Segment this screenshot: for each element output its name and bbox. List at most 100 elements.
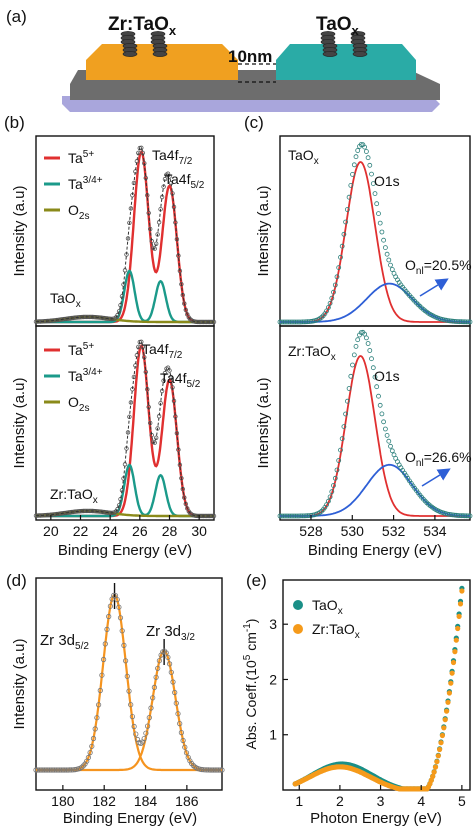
data-point bbox=[82, 761, 88, 767]
data-point bbox=[200, 767, 206, 773]
data-point bbox=[97, 687, 103, 694]
panel-b-bottom-plot bbox=[33, 339, 217, 519]
abs-point-zr-taox bbox=[444, 708, 450, 714]
abs-point-zr-taox bbox=[428, 777, 434, 784]
data-point bbox=[116, 604, 122, 610]
o1s-component-nonlattice bbox=[280, 463, 470, 517]
data-point bbox=[374, 384, 380, 390]
data-point bbox=[282, 319, 288, 325]
data-point bbox=[382, 426, 388, 432]
data-point bbox=[465, 513, 471, 519]
electrode-pad bbox=[122, 43, 138, 57]
electrode-pad bbox=[350, 31, 366, 45]
data-point bbox=[114, 596, 120, 603]
taox-film-top bbox=[276, 44, 416, 60]
panel-b-top-y-axis-label: Intensity (a.u) bbox=[11, 186, 28, 277]
panel-e-legend: TaOx Zr:TaOx bbox=[293, 597, 360, 641]
zr-taox-film bbox=[86, 60, 238, 80]
data-point bbox=[153, 674, 159, 680]
peak-label-ta4f52-bottom: Ta4f5/2 bbox=[160, 370, 201, 390]
data-point bbox=[450, 512, 456, 518]
panel-d-letter: (d) bbox=[6, 571, 27, 590]
legend-o2s-bottom: O2s bbox=[68, 394, 89, 414]
data-point bbox=[190, 762, 196, 769]
data-point bbox=[348, 373, 354, 379]
panel-b-letter: (b) bbox=[4, 113, 25, 132]
abs-point-zr-taox bbox=[438, 740, 444, 746]
data-point bbox=[441, 317, 447, 323]
data-point bbox=[170, 679, 176, 685]
data-point bbox=[277, 513, 283, 519]
data-point bbox=[381, 237, 387, 243]
data-point bbox=[111, 592, 117, 599]
data-point bbox=[306, 319, 312, 325]
data-point bbox=[455, 513, 461, 518]
data-point bbox=[35, 513, 40, 518]
abs-point-zr-taox bbox=[435, 753, 441, 759]
data-point bbox=[379, 411, 385, 417]
data-point bbox=[348, 182, 354, 188]
data-point bbox=[167, 368, 172, 373]
panel-d-frame bbox=[35, 577, 223, 791]
panel-b: (b) 20 22 24 26 28 30 Binding Energy (eV) Int… bbox=[4, 113, 217, 559]
data-point bbox=[199, 766, 205, 773]
data-point bbox=[365, 341, 371, 346]
data-point bbox=[453, 512, 459, 518]
data-point bbox=[62, 767, 68, 773]
data-point bbox=[210, 319, 215, 325]
data-point bbox=[205, 513, 211, 519]
data-point bbox=[50, 767, 56, 773]
data-point bbox=[298, 513, 304, 519]
x-tick-label: 22 bbox=[73, 523, 89, 539]
data-point bbox=[53, 767, 59, 773]
data-point bbox=[107, 603, 114, 609]
data-point bbox=[172, 689, 178, 696]
data-point bbox=[351, 162, 357, 168]
data-point bbox=[104, 626, 110, 633]
abs-point-zr-taox bbox=[446, 690, 452, 696]
data-point bbox=[458, 513, 464, 519]
data-point bbox=[452, 318, 457, 324]
x-tick-label: 2 bbox=[336, 793, 344, 809]
data-point bbox=[115, 312, 120, 318]
data-point bbox=[281, 513, 286, 519]
data-point bbox=[296, 319, 302, 325]
peak-label-ta4f52-top: Ta4f5/2 bbox=[164, 171, 205, 191]
data-point bbox=[36, 767, 43, 773]
y-tick-label: 3 bbox=[269, 616, 277, 632]
data-point bbox=[58, 767, 65, 773]
abs-point-zr-taox bbox=[449, 670, 455, 676]
peak-label-ta4f72-bottom: Ta4f7/2 bbox=[142, 341, 183, 361]
panel-c: (c) 528 530 532 534 Binding Energy (eV) Int… bbox=[244, 113, 473, 559]
data-point bbox=[43, 767, 49, 773]
data-point bbox=[179, 476, 184, 481]
data-point bbox=[55, 767, 61, 773]
left-film-label: Zr:TaOx bbox=[108, 14, 177, 38]
legend-marker-zr-taox bbox=[293, 624, 303, 634]
data-point bbox=[102, 641, 108, 647]
panel-a: (a) 10nm Zr:TaOx TaOx bbox=[6, 7, 440, 112]
data-point bbox=[63, 767, 70, 773]
data-point bbox=[68, 767, 75, 773]
panel-e-y-axis-label: Abs. Coeff.(105 cm-1) bbox=[242, 619, 259, 750]
data-point bbox=[156, 658, 162, 664]
data-point bbox=[35, 319, 40, 324]
data-point bbox=[99, 672, 105, 678]
data-point bbox=[329, 489, 335, 495]
data-point bbox=[183, 750, 190, 756]
data-point bbox=[369, 356, 374, 362]
abs-point-zr-taox bbox=[432, 764, 439, 770]
data-point bbox=[210, 513, 215, 519]
onl-label-top: Onl=20.5% bbox=[405, 257, 472, 277]
data-point bbox=[344, 207, 350, 212]
panel-c-x-axis-label: Binding Energy (eV) bbox=[308, 542, 442, 559]
electrode-layer bbox=[152, 51, 168, 57]
data-point bbox=[453, 319, 459, 324]
data-point bbox=[388, 262, 393, 268]
data-point bbox=[308, 318, 314, 324]
data-point bbox=[155, 665, 161, 671]
data-point bbox=[336, 458, 342, 463]
data-point bbox=[300, 319, 305, 325]
sample-label-c-top: TaOx bbox=[288, 147, 319, 167]
data-point bbox=[182, 744, 188, 750]
